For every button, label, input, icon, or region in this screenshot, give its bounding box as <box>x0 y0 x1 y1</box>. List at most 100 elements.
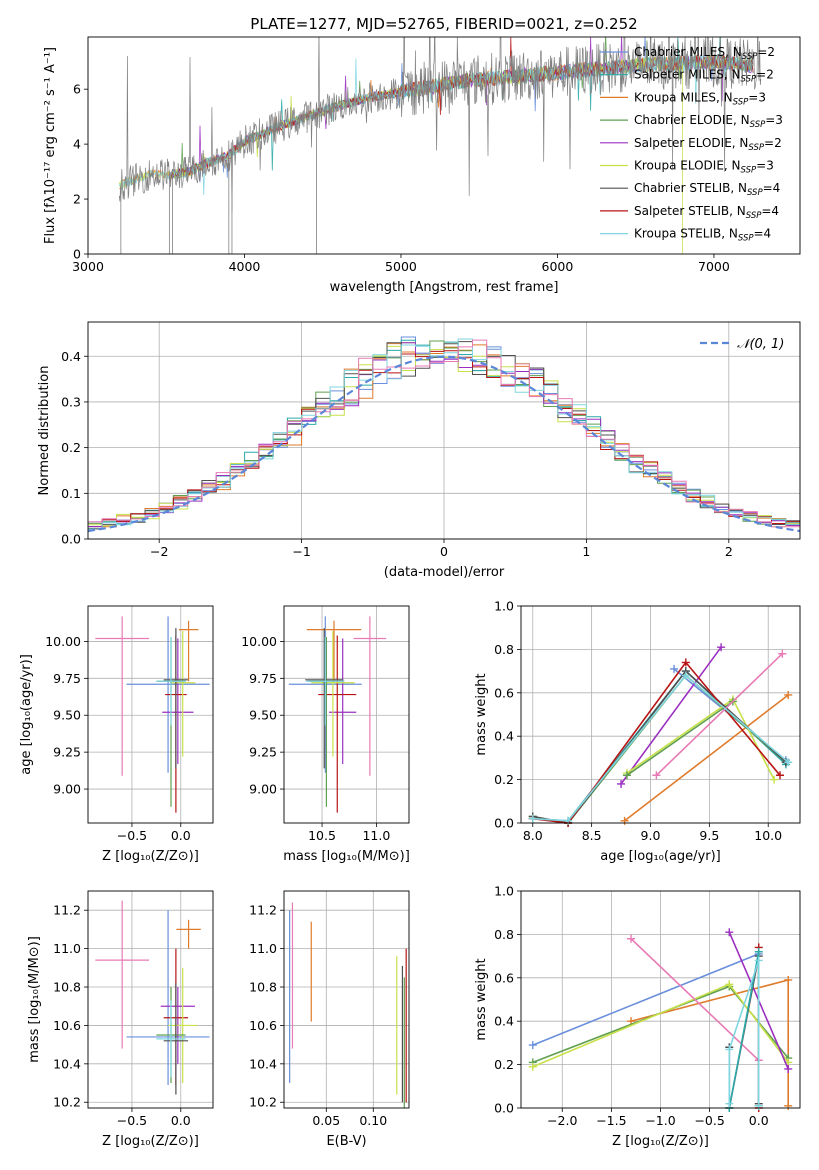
y-tick-label: 4 <box>73 137 81 152</box>
y-tick-label: 0.2 <box>494 1057 514 1072</box>
y-tick-label: 9.25 <box>249 745 277 760</box>
weight-series-line <box>532 669 787 824</box>
legend-label-subscript: SSP <box>747 188 763 198</box>
histogram-steps <box>88 336 800 533</box>
weight-point-marker <box>622 771 631 780</box>
weight-point-marker <box>784 1064 793 1073</box>
x-axis-label: E(B-V) <box>326 1134 366 1149</box>
legend-label-subscript: SSP <box>750 120 766 130</box>
x-axis-label: Z [log₁₀(Z/Z⊙)] <box>102 849 199 864</box>
y-tick-label: 9.50 <box>53 708 81 723</box>
legend-label: Chabrier MILES, NSSP=2 <box>634 45 775 62</box>
weight-point-marker <box>681 658 690 667</box>
x-tick-label: −0.5 <box>117 828 147 843</box>
y-tick-label: 10.4 <box>53 1056 81 1071</box>
x-tick-label: 6000 <box>542 259 574 274</box>
legend-label-subscript: SSP <box>741 75 757 85</box>
legend-label: 𝒩(0, 1) <box>737 337 784 352</box>
y-tick-label: 11.0 <box>249 941 277 956</box>
y-tick-label: 11.2 <box>249 903 277 918</box>
x-tick-label: 11.0 <box>362 828 390 843</box>
x-tick-label: 0 <box>440 544 448 559</box>
y-tick-label: 9.50 <box>249 708 277 723</box>
weight-point-marker <box>754 947 763 956</box>
y-tick-label: 9.25 <box>53 745 81 760</box>
legend-label-suffix: =3 <box>748 90 766 104</box>
legend-label: Kroupa MILES, NSSP=3 <box>634 90 766 107</box>
y-tick-label: 0.0 <box>494 1101 514 1116</box>
y-tick-label: 0.2 <box>61 440 81 455</box>
legend-label: Chabrier STELIB, NSSP=4 <box>634 181 780 198</box>
y-tick-label: 0.1 <box>61 486 81 501</box>
legend-label-subscript: SSP <box>733 97 749 107</box>
mass-weight-vs-age-panel: 8.0 8.5 9.0 9.5 10.0 0.0 0.2 0.4 0.6 0.8 1.0 age [l… <box>474 599 801 864</box>
weight-point-marker <box>725 928 734 937</box>
mass-weight-vs-metallicity-panel: −2.0 −1.5 −1.0 −0.5 0.0 0.0 0.2 0.4 0.6 0.8 1.0 Z [… <box>474 884 801 1149</box>
y-tick-label: 1.0 <box>494 884 514 899</box>
weight-point-marker <box>784 758 793 767</box>
weight-point-marker <box>725 980 734 989</box>
x-tick-label: −2 <box>150 544 168 559</box>
y-tick-label: 0.8 <box>494 927 514 942</box>
weight-point-marker <box>617 779 626 788</box>
x-tick-label: 8.5 <box>582 828 602 843</box>
axes-frame <box>283 605 410 824</box>
weight-series-line <box>532 669 787 822</box>
y-tick-label: 9.00 <box>249 782 277 797</box>
y-tick-label: 10.2 <box>53 1095 81 1110</box>
y-tick-label: 0.6 <box>494 970 514 985</box>
errorbars <box>288 616 387 813</box>
age-vs-metallicity-panel: −0.5 0.0 9.00 9.25 9.50 9.75 10.00 Z [log₁₀(Z/Z… <box>19 605 214 864</box>
y-tick-label: 0.3 <box>61 394 81 409</box>
x-tick-label: 7000 <box>698 259 730 274</box>
spectrum-panel: 3000 4000 5000 6000 7000 0 2 4 6 wavelength [Angs… <box>43 15 801 295</box>
weight-point-marker <box>725 1045 734 1054</box>
weight-point-marker <box>620 816 629 825</box>
legend-label-main: Salpeter STELIB, N <box>634 204 746 218</box>
x-axis-label: Z [log₁₀(Z/Z⊙)] <box>612 1134 709 1149</box>
y-tick-label: 6 <box>73 82 81 97</box>
x-tick-label: 0.0 <box>171 1113 191 1128</box>
weight-point-marker <box>717 643 726 652</box>
y-tick-label: 0 <box>73 247 81 262</box>
histogram-series <box>88 339 800 531</box>
legend-label: Kroupa STELIB, NSSP=4 <box>634 227 771 244</box>
y-tick-label: 0.4 <box>61 349 81 364</box>
legend-label-subscript: SSP <box>741 166 757 176</box>
weight-point-marker <box>528 1062 537 1071</box>
legend-label-main: Salpeter ELODIE, N <box>634 136 748 150</box>
y-tick-label: 10.6 <box>53 1018 81 1033</box>
y-tick-label: 10.6 <box>249 1018 277 1033</box>
y-tick-label: 1.0 <box>494 599 514 614</box>
axes-frame <box>87 605 214 824</box>
y-tick-label: 11.2 <box>53 903 81 918</box>
x-tick-label: 0.05 <box>312 1113 340 1128</box>
y-tick-label: 0.4 <box>494 1014 514 1029</box>
legend-label-subscript: SSP <box>746 211 762 221</box>
legend-label-main: Chabrier STELIB, N <box>634 181 747 195</box>
weight-series-line <box>728 960 760 1106</box>
legend-label-suffix: =4 <box>763 181 781 195</box>
legend-label-main: Salpeter MILES, N <box>634 68 741 82</box>
observed-spectrum-line <box>118 37 762 213</box>
x-tick-label: 0.0 <box>171 828 191 843</box>
legend-label-subscript: SSP <box>742 52 758 62</box>
legend-label-suffix: =2 <box>756 68 774 82</box>
legend-label: Kroupa ELODIE, NSSP=3 <box>634 159 774 176</box>
weight-point-marker <box>754 956 763 965</box>
y-tick-label: 0.2 <box>494 772 514 787</box>
x-tick-label: −1.0 <box>645 1113 675 1128</box>
x-tick-label: 9.0 <box>641 828 661 843</box>
weight-series-line <box>532 661 781 824</box>
x-tick-label: 4000 <box>229 259 261 274</box>
weight-series-line <box>655 653 783 776</box>
weight-point-marker <box>681 671 690 680</box>
y-tick-label: 10.00 <box>45 634 81 649</box>
legend-label-main: Kroupa MILES, N <box>634 90 733 104</box>
x-tick-label: −1 <box>292 544 310 559</box>
gaussian-curve <box>88 355 800 533</box>
mass-vs-metallicity-panel: −0.5 0.0 10.2 10.4 10.6 10.8 11.0 11.2 Z [log₁₀(… <box>27 890 214 1149</box>
y-axis-label: mass [log₁₀(M/M⊙)] <box>27 936 42 1063</box>
x-axis-label: mass [log₁₀(M/M⊙)] <box>283 849 410 864</box>
